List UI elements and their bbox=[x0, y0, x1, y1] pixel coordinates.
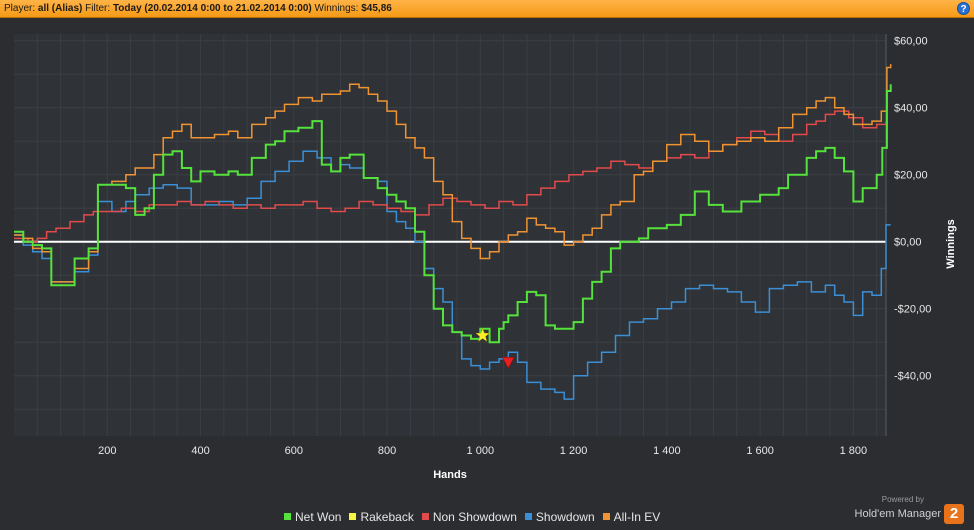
legend-swatch bbox=[284, 513, 291, 520]
y-tick-label: -$20,00 bbox=[894, 304, 931, 316]
help-icon[interactable]: ? bbox=[957, 2, 970, 15]
series-line-net-won bbox=[14, 84, 892, 344]
x-tick-label: 600 bbox=[285, 445, 303, 457]
legend-label: Non Showdown bbox=[432, 510, 517, 524]
markers bbox=[475, 327, 515, 369]
winnings-value: $45,86 bbox=[361, 3, 392, 14]
filter-summary: Player: all (Alias) Filter: Today (20.02… bbox=[4, 0, 392, 17]
y-tick-label: $60,00 bbox=[894, 36, 928, 48]
legend-swatch bbox=[602, 513, 610, 520]
legend-label: Rakeback bbox=[360, 510, 414, 524]
series-lines bbox=[14, 64, 892, 400]
legend-label: All-In EV bbox=[613, 510, 661, 524]
x-tick-label: 1 200 bbox=[560, 445, 588, 457]
legend-item[interactable]: Non Showdown bbox=[421, 510, 517, 524]
legend-swatch bbox=[421, 513, 429, 520]
y-tick-label: $20,00 bbox=[894, 170, 928, 182]
y-tick-labels: -$40,00 -$20,00 $0,00 $20,00 $40,00 $60,00 bbox=[894, 36, 931, 383]
filter-value[interactable]: Today (20.02.2014 0:00 to 21.02.2014 0:0… bbox=[112, 3, 312, 14]
winnings-label: Winnings: bbox=[314, 3, 359, 14]
legend-swatch bbox=[349, 513, 357, 520]
x-tick-label: 200 bbox=[98, 445, 116, 457]
player-label: Player: bbox=[4, 3, 36, 14]
plot-area bbox=[14, 34, 886, 436]
filter-label: Filter: bbox=[85, 3, 111, 14]
legend-label: Net Won bbox=[295, 510, 342, 524]
legend-item[interactable]: Rakeback bbox=[349, 510, 414, 524]
powered-by-text: Powered by bbox=[881, 495, 924, 504]
legend-swatch bbox=[524, 513, 532, 520]
x-tick-label: 1 000 bbox=[467, 445, 495, 457]
x-tick-label: 1 800 bbox=[840, 445, 868, 457]
x-tick-label: 400 bbox=[191, 445, 209, 457]
series-line-showdown bbox=[14, 150, 891, 400]
brand-logo-icon: 2 bbox=[944, 504, 964, 524]
legend-item[interactable]: Net Won bbox=[284, 510, 341, 524]
y-axis-title: Winnings bbox=[945, 219, 957, 268]
y-tick-label: -$40,00 bbox=[894, 371, 931, 383]
legend-item[interactable]: All-In EV bbox=[602, 510, 661, 524]
marker-down-triangle bbox=[501, 357, 515, 369]
marker-star bbox=[475, 327, 490, 342]
y-tick-label: $40,00 bbox=[894, 103, 928, 115]
x-tick-label: 800 bbox=[378, 445, 396, 457]
x-tick-labels: 200 400 600 800 1 000 1 200 1 400 1 600 1 800 bbox=[98, 445, 867, 457]
brand-name: Hold'em Manager bbox=[854, 508, 941, 520]
series-line-non-showdown bbox=[14, 110, 887, 243]
chart-legend: Net Won Rakeback Non Showdown Showdown All-I… bbox=[284, 510, 668, 526]
player-value[interactable]: all (Alias) bbox=[37, 3, 83, 14]
x-tick-label: 1 600 bbox=[746, 445, 774, 457]
branding: Powered by Hold'em Manager 2 bbox=[855, 495, 964, 524]
legend-item[interactable]: Showdown bbox=[524, 510, 595, 524]
series-line-all-in-ev bbox=[14, 64, 892, 283]
legend-label: Showdown bbox=[535, 510, 595, 524]
winnings-graph: 200 400 600 800 1 000 1 200 1 400 1 600 1 800 -$… bbox=[14, 34, 957, 481]
y-tick-label: $0,00 bbox=[894, 237, 922, 249]
x-axis-title: Hands bbox=[433, 469, 467, 481]
filter-header-bar: Player: all (Alias) Filter: Today (20.02… bbox=[0, 0, 974, 18]
x-tick-label: 1 400 bbox=[653, 445, 681, 457]
